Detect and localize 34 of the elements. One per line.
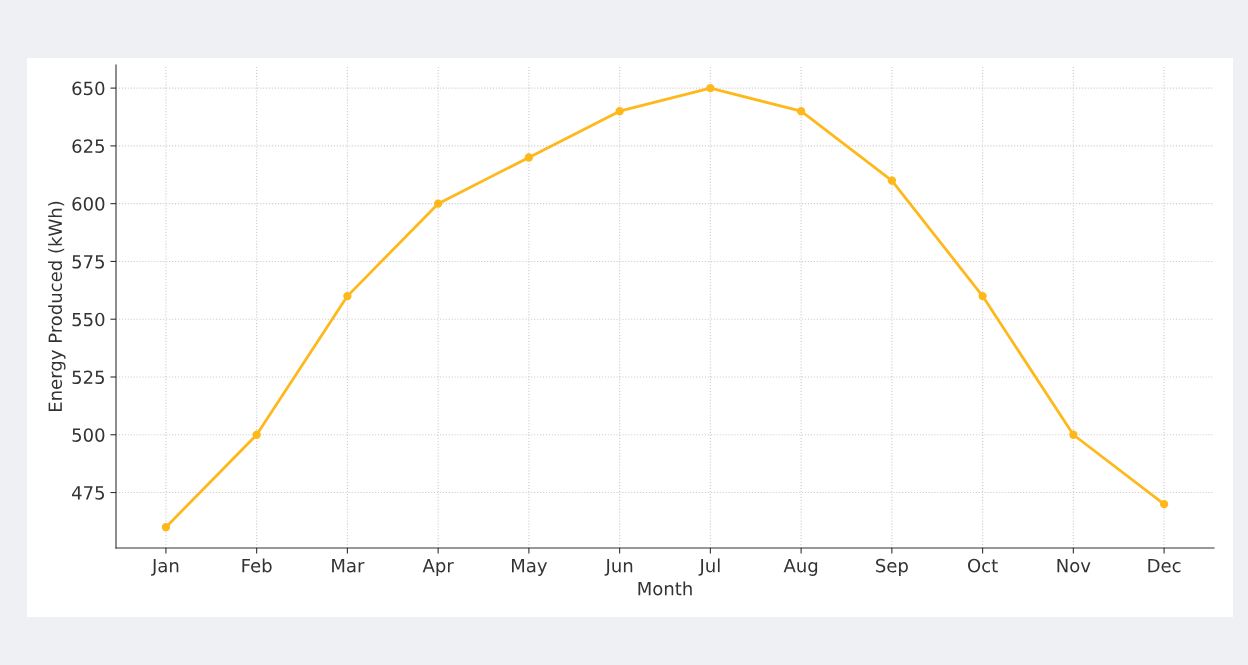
x-tick-label: Jul: [698, 558, 720, 576]
x-tick-label: May: [511, 558, 548, 576]
y-tick-label: 550: [72, 312, 105, 327]
x-tick-label: Jun: [604, 558, 633, 576]
x-tick-label: Feb: [242, 558, 272, 573]
y-tick-label: 500: [72, 428, 105, 442]
y-tick-label: 525: [72, 370, 105, 385]
point: [524, 153, 534, 162]
point: [252, 430, 261, 439]
y-tick-label: 575: [72, 255, 105, 269]
y-tick-label: 475: [72, 486, 105, 500]
y-tick-label: 650: [72, 81, 105, 96]
x-tick-label: Aug: [783, 558, 818, 576]
point: [706, 83, 715, 93]
x-tick-label: Dec: [1148, 558, 1181, 573]
y-tick-label: 600: [72, 197, 105, 211]
point: [1159, 499, 1169, 509]
x-tick-label: Jan: [151, 558, 179, 576]
point: [796, 107, 806, 116]
x-tick-label: Sep: [876, 558, 908, 576]
x-tick-label: Mar: [332, 558, 365, 573]
point: [1069, 430, 1078, 439]
point: [161, 523, 171, 532]
point: [433, 199, 443, 208]
y-axis-title: Energy Produced (kWh): [48, 201, 66, 412]
x-axis-title: Month: [638, 581, 692, 596]
point: [343, 291, 352, 301]
x-tick-label: Oct: [968, 558, 998, 573]
point: [978, 291, 987, 301]
point: [887, 176, 897, 185]
point: [615, 107, 624, 116]
x-tick-label: Apr: [422, 558, 454, 576]
y-tick-label: 625: [72, 139, 105, 153]
x-tick-label: Nov: [1057, 558, 1091, 573]
